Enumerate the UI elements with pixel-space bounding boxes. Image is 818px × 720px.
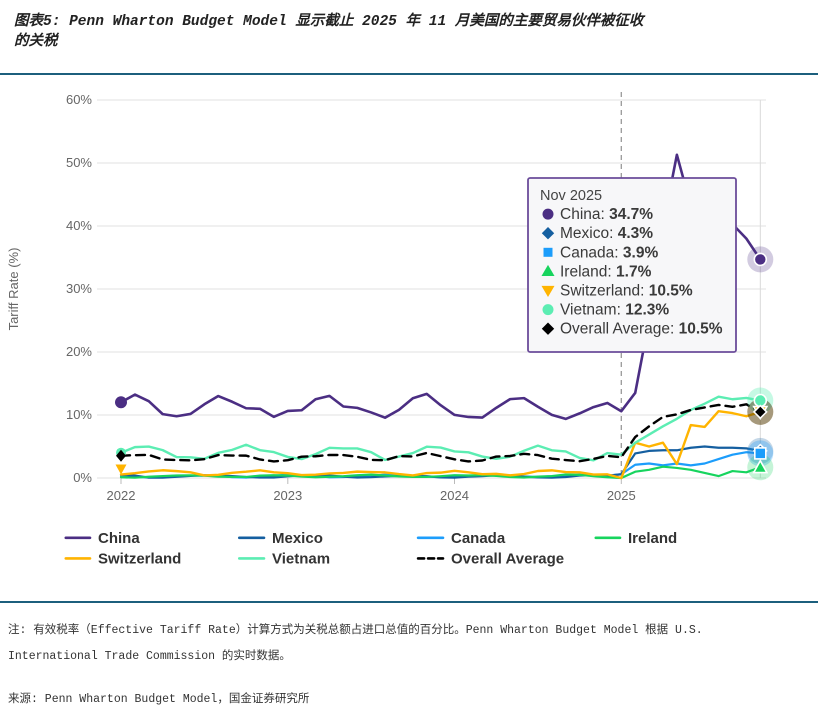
svg-text:Mexico: Mexico xyxy=(272,530,323,547)
svg-text:Nov 2025: Nov 2025 xyxy=(540,188,602,204)
svg-text:30%: 30% xyxy=(66,281,92,296)
svg-text:2024: 2024 xyxy=(440,488,469,503)
svg-text:2023: 2023 xyxy=(273,488,302,503)
svg-text:Switzerland: Switzerland xyxy=(98,550,181,567)
svg-text:50%: 50% xyxy=(66,155,92,170)
svg-text:China: 34.7%: China: 34.7% xyxy=(560,206,653,223)
svg-text:10%: 10% xyxy=(66,407,92,422)
svg-text:Ireland: Ireland xyxy=(628,530,677,547)
svg-text:Overall Average: Overall Average xyxy=(451,550,564,567)
svg-text:Overall Average: 10.5%: Overall Average: 10.5% xyxy=(560,321,723,338)
svg-text:Canada: 3.9%: Canada: 3.9% xyxy=(560,244,658,261)
svg-text:40%: 40% xyxy=(66,218,92,233)
svg-text:Mexico: 4.3%: Mexico: 4.3% xyxy=(560,225,653,242)
svg-text:60%: 60% xyxy=(66,92,92,107)
svg-text:2025: 2025 xyxy=(607,488,636,503)
svg-text:0%: 0% xyxy=(73,470,92,485)
svg-text:Vietnam: Vietnam xyxy=(272,550,330,567)
svg-text:Vietnam: 12.3%: Vietnam: 12.3% xyxy=(560,302,669,319)
svg-text:Tariff Rate (%): Tariff Rate (%) xyxy=(6,248,21,331)
svg-text:2022: 2022 xyxy=(107,488,136,503)
svg-text:China: China xyxy=(98,530,140,547)
svg-text:20%: 20% xyxy=(66,344,92,359)
svg-text:Ireland: 1.7%: Ireland: 1.7% xyxy=(560,263,652,280)
svg-text:Canada: Canada xyxy=(451,530,506,547)
svg-text:Switzerland: 10.5%: Switzerland: 10.5% xyxy=(560,283,693,300)
